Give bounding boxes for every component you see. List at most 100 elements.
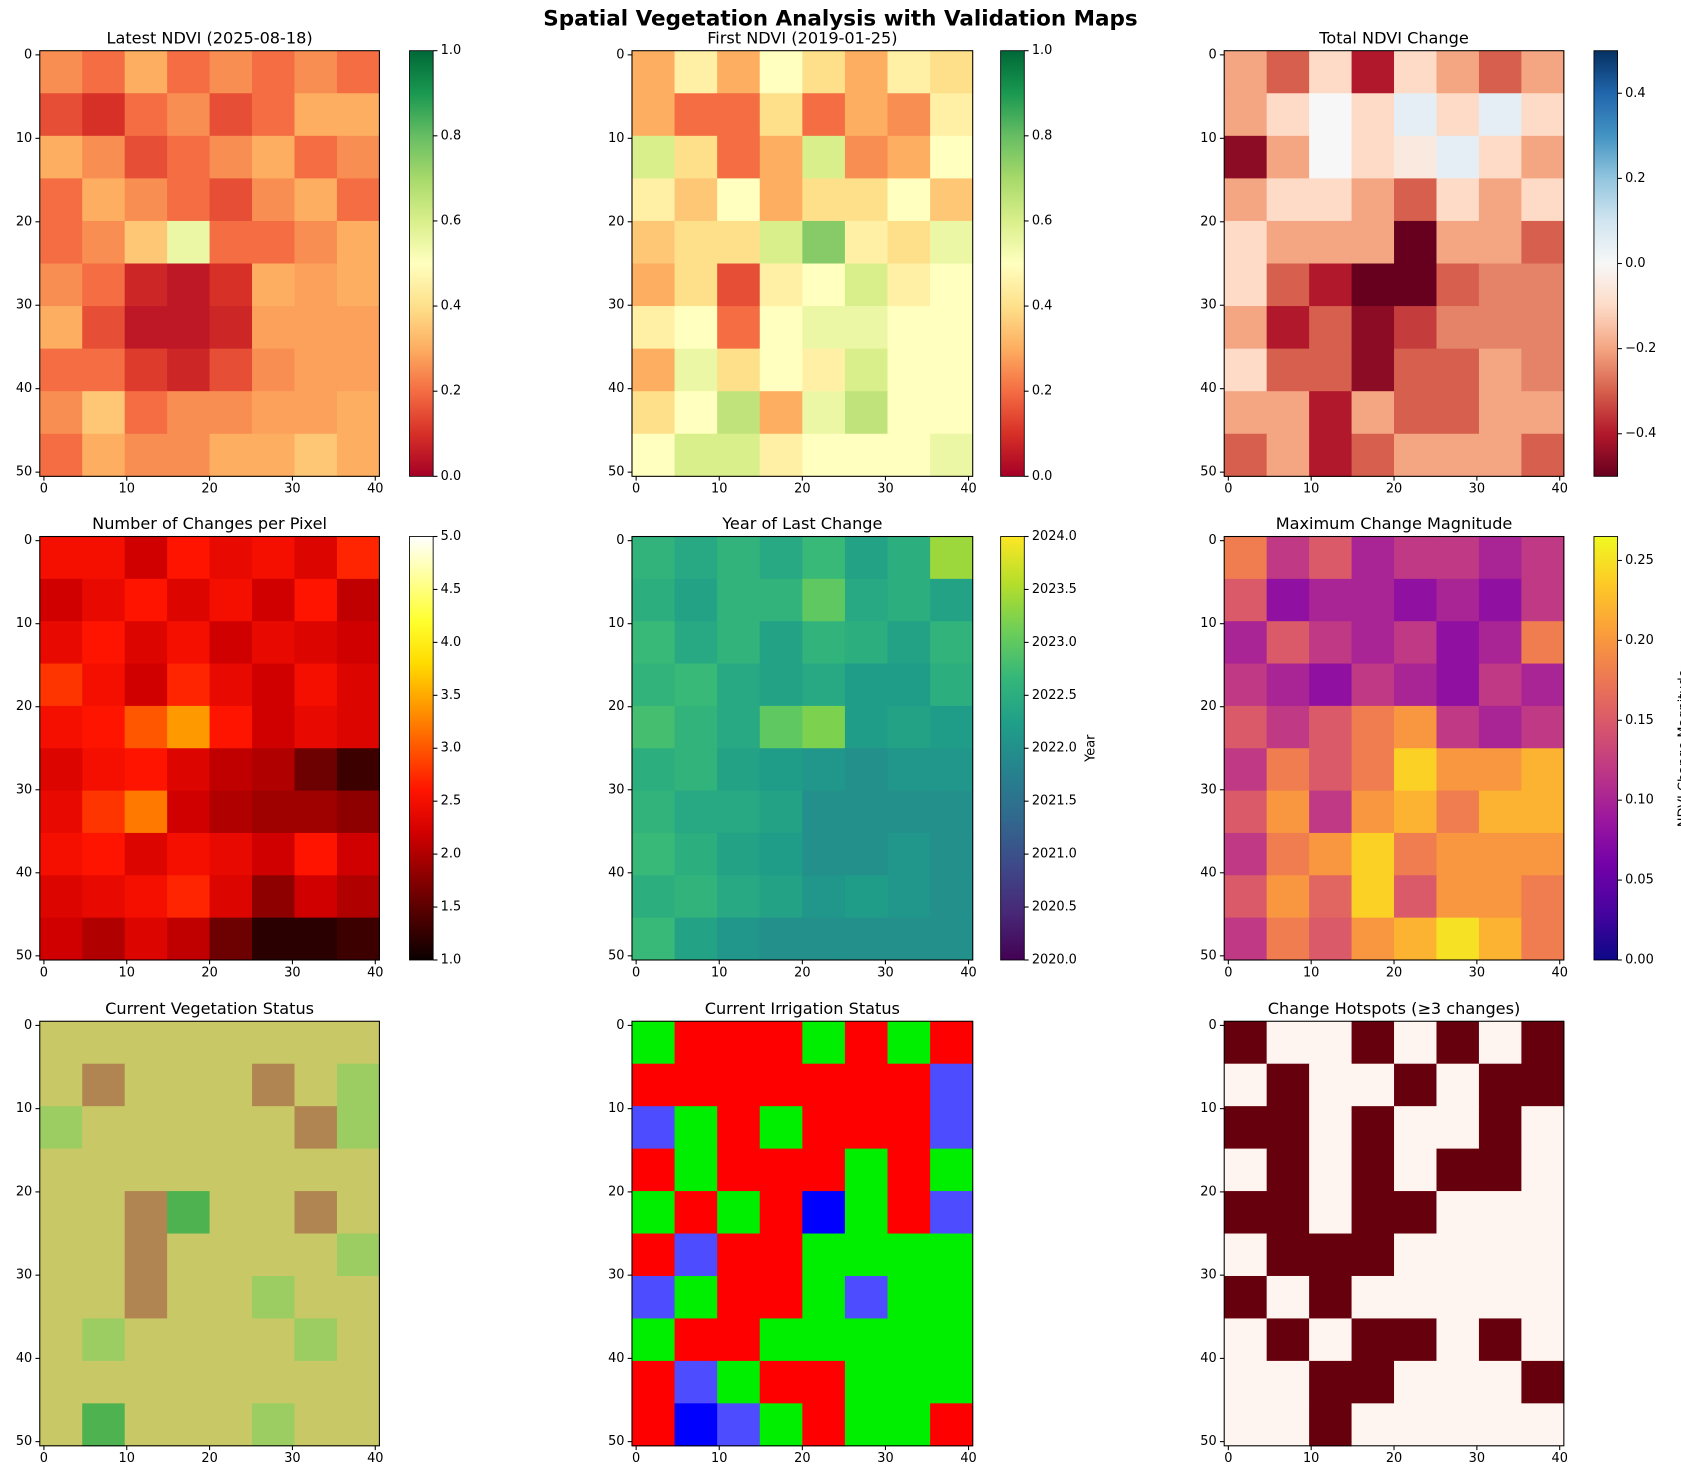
cell [759, 1106, 803, 1150]
cell [1521, 578, 1565, 622]
cell [167, 748, 211, 792]
cell [336, 832, 380, 876]
cell [674, 1191, 718, 1235]
y-tick-label: 0 [24, 47, 32, 62]
cell [759, 391, 803, 435]
cell [844, 875, 889, 919]
cell [124, 1403, 168, 1447]
x-tick-label: 0 [40, 1451, 48, 1466]
cell [930, 391, 974, 435]
cell [674, 790, 718, 834]
cell [82, 917, 126, 961]
cell [336, 1360, 380, 1404]
y-tick-label: 40 [16, 865, 32, 880]
x-tick-label: 30 [877, 1451, 893, 1466]
cell [82, 832, 126, 876]
cell [1394, 1318, 1438, 1362]
cell [759, 705, 803, 749]
cell [759, 1360, 803, 1404]
panel-title: Year of Last Change [721, 514, 882, 533]
cell [674, 1275, 718, 1319]
cell [1436, 1148, 1480, 1192]
cell [930, 705, 974, 749]
cell [844, 621, 889, 665]
cell [1351, 1403, 1395, 1447]
cell [1478, 50, 1522, 94]
cell [209, 1063, 253, 1107]
cell [124, 178, 168, 222]
cell [167, 50, 211, 94]
cell [1436, 220, 1480, 265]
colorbar [1593, 536, 1619, 961]
cell [930, 220, 974, 265]
cell [1266, 348, 1310, 392]
x-tick-label: 40 [367, 965, 383, 980]
cell [1351, 1275, 1395, 1319]
cell [82, 1233, 126, 1277]
cell [1436, 178, 1480, 222]
cell [1351, 578, 1395, 622]
cell [252, 433, 296, 477]
x-tick-label: 30 [284, 1451, 300, 1466]
cell [631, 93, 676, 137]
cell [1521, 748, 1565, 792]
cell [82, 663, 126, 707]
cell [82, 93, 126, 137]
y-tick-label: 30 [16, 782, 32, 797]
cell [1266, 135, 1310, 179]
cell [1309, 1148, 1353, 1192]
cell [1224, 1063, 1268, 1107]
cell [717, 93, 761, 137]
cell [209, 263, 253, 307]
cell [336, 433, 380, 477]
cell [1266, 391, 1310, 435]
y-tick-label: 40 [16, 1351, 32, 1366]
cell [1266, 1106, 1310, 1150]
y-tick-label: 10 [1200, 131, 1216, 146]
cell [844, 178, 889, 222]
cell [1266, 306, 1310, 350]
cell [802, 578, 846, 622]
cell [1224, 536, 1268, 580]
cell [631, 621, 676, 665]
cell [1394, 1360, 1438, 1404]
cell [209, 178, 253, 222]
cell [82, 748, 126, 792]
cell [336, 1063, 380, 1107]
cell [294, 1275, 338, 1319]
cell [1224, 790, 1268, 834]
cell [294, 391, 338, 435]
cell [674, 875, 718, 919]
colorbar-label: NDVI Change Magnitude [1677, 669, 1681, 827]
cell [1478, 1318, 1522, 1362]
cell [124, 1275, 168, 1319]
cell [674, 391, 718, 435]
x-tick-label: 20 [1386, 1451, 1402, 1466]
cell [1351, 1233, 1395, 1277]
cell [209, 748, 253, 792]
y-tick-label: 30 [1200, 298, 1216, 313]
cell [844, 391, 889, 435]
x-tick-label: 0 [632, 965, 640, 980]
cell [1436, 832, 1480, 876]
x-tick-label: 0 [632, 1451, 640, 1466]
cell [124, 1106, 168, 1150]
cell [759, 348, 803, 392]
cell [717, 220, 761, 265]
cell [167, 536, 211, 580]
cell [887, 263, 931, 307]
cell [252, 578, 296, 622]
x-tick-label: 20 [794, 1451, 810, 1466]
cell [631, 705, 676, 749]
cell [1394, 790, 1438, 834]
cell [674, 1318, 718, 1362]
cell [124, 748, 168, 792]
cell [1478, 220, 1522, 265]
colorbar-tick-label: 0.0 [441, 469, 461, 484]
cell [1266, 1063, 1310, 1107]
cell [631, 1360, 676, 1404]
cell [1436, 391, 1480, 435]
cell [844, 748, 889, 792]
y-tick-label: 20 [608, 1184, 624, 1199]
cell [1436, 748, 1480, 792]
